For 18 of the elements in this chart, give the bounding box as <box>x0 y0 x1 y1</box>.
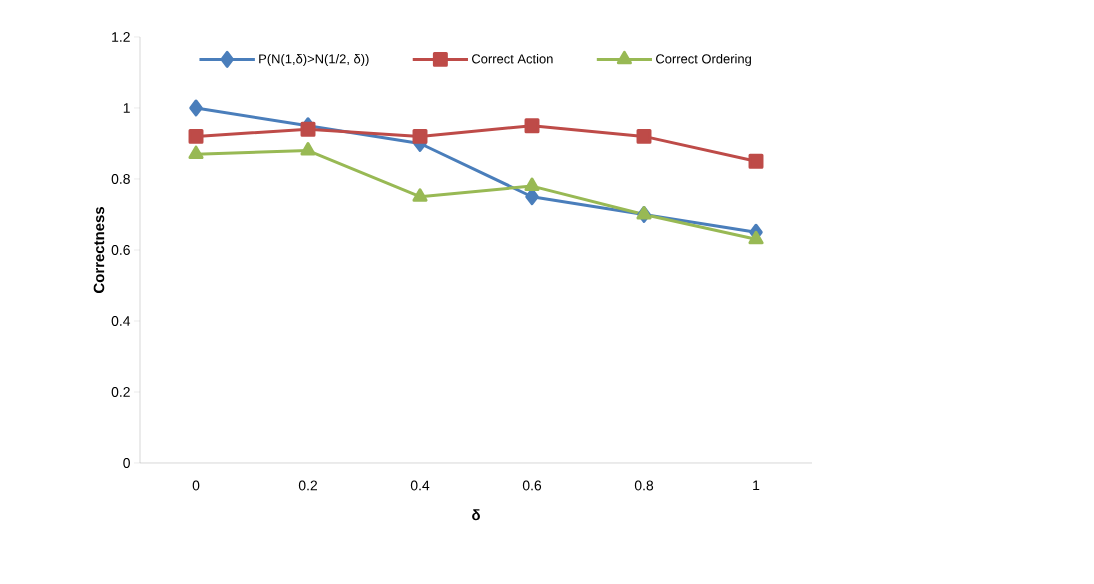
x-tick-label: 0 <box>192 480 200 491</box>
y-tick-label: 0.2 <box>111 387 130 397</box>
x-tick-label: 0.2 <box>298 480 318 491</box>
x-tick-label: 0.8 <box>634 480 654 491</box>
y-tick-label: 0.8 <box>111 174 130 184</box>
y-tick-label: 1.2 <box>112 32 130 42</box>
x-tick-label: 1 <box>753 480 760 491</box>
y-tick-label: 0 <box>123 458 130 468</box>
y-axis-title: Correctness <box>93 207 105 293</box>
x-tick-label: 0.6 <box>522 480 542 491</box>
x-axis-title: δ <box>472 509 480 521</box>
y-tick-label: 0.6 <box>111 245 130 255</box>
legend-label: Correct Ordering <box>656 53 751 67</box>
x-tick-label: 0.4 <box>410 480 430 491</box>
y-tick-label: 1 <box>123 103 130 113</box>
legend-label: P(N(1,δ)>N(1/2, δ)) <box>259 53 369 67</box>
y-tick-label: 0.4 <box>111 316 131 326</box>
legend-label: Correct Action <box>472 53 553 64</box>
